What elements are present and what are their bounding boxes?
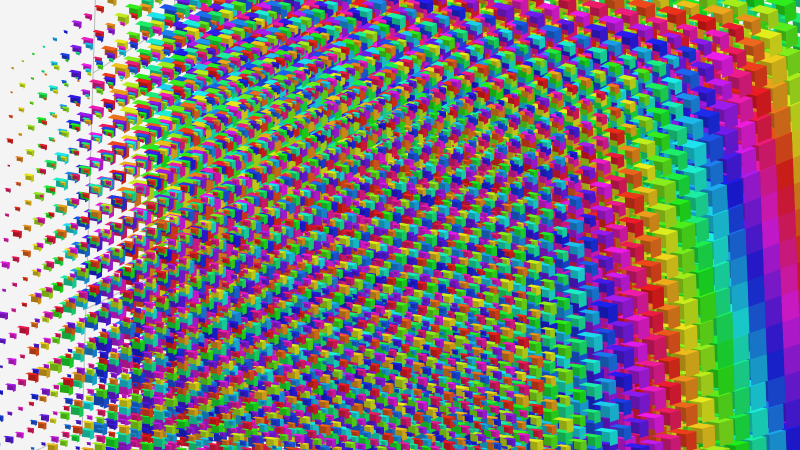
voxel-plot-svg[interactable] [0, 0, 800, 450]
figure-canvas [0, 0, 800, 450]
voxel-scene[interactable] [0, 0, 800, 450]
cube-markers[interactable] [0, 0, 800, 450]
